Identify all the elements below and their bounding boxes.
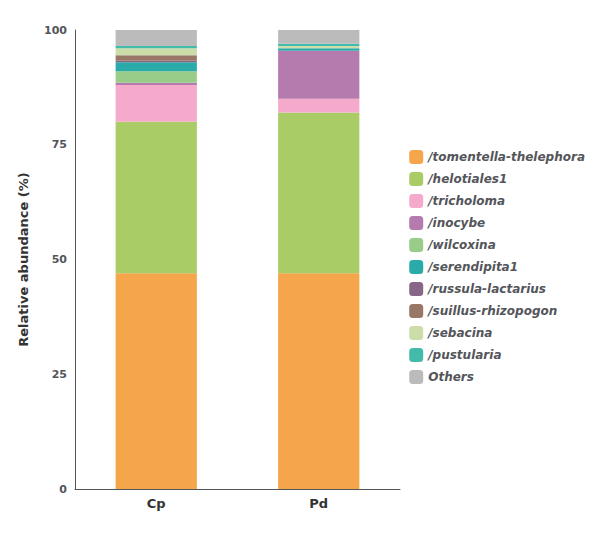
- svg-text:Relative abundance (%): Relative abundance (%): [16, 172, 31, 346]
- svg-text:50: 50: [52, 253, 68, 266]
- svg-text:/tomentella-thelephora: /tomentella-thelephora: [426, 150, 585, 164]
- svg-text:/pustularia: /pustularia: [426, 348, 501, 362]
- svg-text:100: 100: [44, 24, 67, 37]
- svg-text:Others: Others: [428, 370, 474, 384]
- svg-text:/serendipita1: /serendipita1: [426, 260, 518, 274]
- svg-text:Cp: Cp: [147, 496, 166, 511]
- svg-text:0: 0: [59, 483, 67, 496]
- svg-text:/wilcoxina: /wilcoxina: [426, 238, 496, 252]
- svg-text:25: 25: [52, 368, 67, 381]
- svg-text:Pd: Pd: [309, 496, 328, 511]
- svg-text:75: 75: [52, 138, 67, 151]
- svg-text:/tricholoma: /tricholoma: [426, 194, 505, 208]
- svg-text:/suillus-rhizopogon: /suillus-rhizopogon: [426, 304, 557, 318]
- svg-text:/inocybe: /inocybe: [426, 216, 485, 230]
- svg-text:/sebacina: /sebacina: [426, 326, 492, 340]
- svg-text:/helotiales1: /helotiales1: [426, 172, 507, 186]
- svg-text:/russula-lactarius: /russula-lactarius: [426, 282, 546, 296]
